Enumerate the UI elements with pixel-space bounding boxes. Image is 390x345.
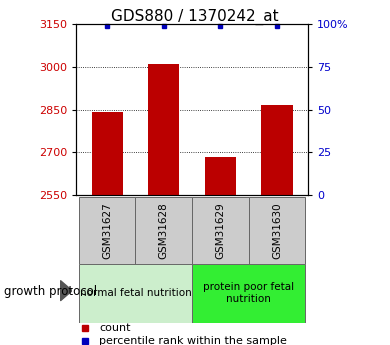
Text: count: count xyxy=(99,323,131,333)
Bar xyxy=(192,264,305,323)
Text: GSM31630: GSM31630 xyxy=(272,202,282,259)
Text: GSM31628: GSM31628 xyxy=(159,202,169,259)
Text: GSM31629: GSM31629 xyxy=(215,202,225,259)
Text: percentile rank within the sample: percentile rank within the sample xyxy=(99,336,287,345)
Bar xyxy=(79,264,192,323)
Bar xyxy=(205,157,236,195)
Bar xyxy=(79,197,135,264)
Bar xyxy=(148,64,179,195)
Bar xyxy=(92,112,123,195)
Polygon shape xyxy=(60,280,72,301)
Text: GDS880 / 1370242_at: GDS880 / 1370242_at xyxy=(111,9,279,25)
Bar xyxy=(135,197,192,264)
Bar xyxy=(249,197,305,264)
Bar xyxy=(261,105,292,195)
Text: protein poor fetal
nutrition: protein poor fetal nutrition xyxy=(203,283,294,304)
Text: GSM31627: GSM31627 xyxy=(102,202,112,259)
Text: normal fetal nutrition: normal fetal nutrition xyxy=(80,288,191,298)
Bar xyxy=(192,197,249,264)
Text: growth protocol: growth protocol xyxy=(4,285,97,298)
